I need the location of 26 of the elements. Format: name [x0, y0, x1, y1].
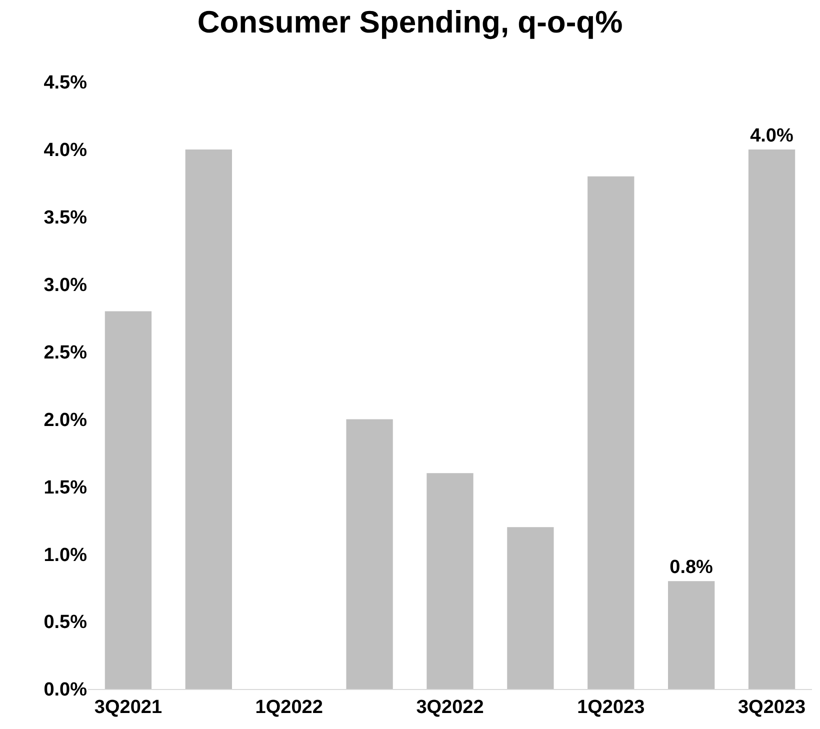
- x-tick-label: 1Q2022: [255, 696, 323, 718]
- bar: [104, 311, 152, 689]
- bar: [426, 473, 474, 689]
- y-tick-label: 3.5%: [44, 208, 88, 229]
- bar: [748, 149, 796, 689]
- bar: [185, 149, 232, 689]
- bar: [507, 527, 554, 689]
- x-tick-label: 1Q2023: [577, 696, 645, 718]
- y-tick-label: 3.0%: [44, 274, 88, 296]
- y-tick-label: 2.5%: [44, 342, 88, 364]
- x-tick-label: 3Q2021: [94, 696, 162, 718]
- y-tick-label: 1.0%: [44, 544, 88, 566]
- chart-title: Consumer Spending, q-o-q%: [197, 4, 623, 40]
- bar: [588, 176, 634, 689]
- x-tick-label: 3Q2023: [738, 696, 806, 718]
- y-tick-label: 0.5%: [44, 612, 88, 634]
- y-tick-label: 1.5%: [44, 477, 88, 498]
- y-tick-label: 2.0%: [44, 410, 88, 431]
- y-tick-label: 0.0%: [44, 680, 88, 701]
- bar: [346, 419, 393, 689]
- y-tick-label: 4.0%: [44, 140, 88, 162]
- bar: [668, 581, 715, 689]
- data-label: 4.0%: [750, 125, 794, 146]
- y-tick-label: 4.5%: [44, 72, 88, 94]
- x-tick-label: 3Q2022: [416, 696, 484, 718]
- data-label: 0.8%: [670, 557, 714, 578]
